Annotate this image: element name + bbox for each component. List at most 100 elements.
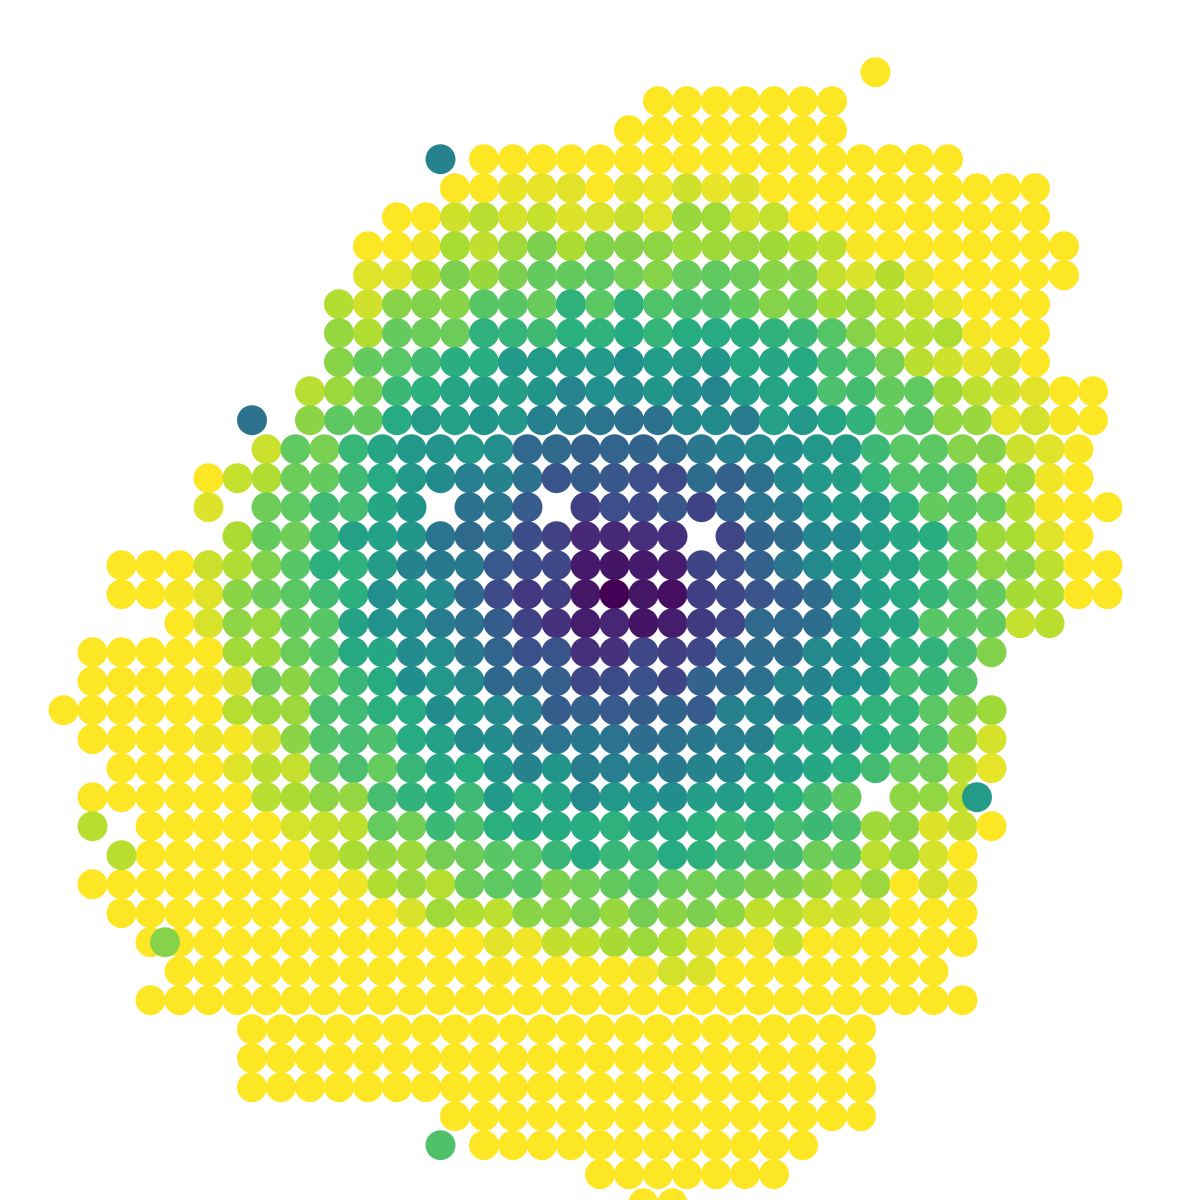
scatter-point — [527, 231, 557, 262]
scatter-point — [570, 579, 601, 610]
scatter-point — [309, 753, 340, 784]
scatter-point — [585, 231, 615, 262]
scatter-point — [831, 492, 862, 523]
scatter-point — [947, 869, 978, 900]
scatter-point — [280, 666, 311, 697]
scatter-point — [454, 637, 485, 668]
scatter-point — [715, 492, 746, 523]
scatter-point — [715, 782, 746, 813]
scatter-point — [1005, 608, 1036, 639]
scatter-point — [744, 898, 775, 929]
scatter-point — [309, 724, 340, 755]
scatter-point — [788, 1130, 818, 1161]
scatter-point — [338, 898, 369, 929]
scatter-point — [469, 289, 499, 320]
scatter-point — [773, 782, 804, 813]
scatter-point — [48, 695, 79, 726]
scatter-point — [353, 1072, 383, 1103]
scatter-point — [831, 898, 862, 929]
scatter-point — [1034, 608, 1065, 639]
scatter-point — [382, 376, 412, 407]
scatter-point — [672, 1159, 702, 1190]
scatter-point — [875, 231, 905, 262]
scatter-point — [367, 434, 398, 465]
scatter-point — [817, 86, 847, 117]
scatter-point — [541, 811, 572, 842]
scatter-point — [527, 1043, 557, 1074]
scatter-point — [672, 1130, 702, 1161]
scatter-point — [425, 1130, 456, 1161]
scatter-point — [251, 724, 282, 755]
scatter-point — [831, 927, 862, 958]
scatter-point — [643, 376, 673, 407]
scatter-point — [440, 289, 470, 320]
scatter-point — [904, 289, 934, 320]
scatter-point — [918, 927, 949, 958]
scatter-point — [1063, 492, 1094, 523]
scatter-point — [875, 405, 905, 436]
scatter-point — [628, 608, 659, 639]
scatter-point — [875, 144, 905, 175]
scatter-point — [483, 666, 514, 697]
scatter-point — [193, 985, 224, 1016]
scatter-point — [512, 956, 543, 987]
scatter-point — [106, 753, 137, 784]
scatter-point — [846, 1043, 876, 1074]
scatter-point — [469, 202, 499, 233]
scatter-point — [469, 376, 499, 407]
scatter-point — [773, 492, 804, 523]
scatter-point — [367, 869, 398, 900]
scatter-point — [77, 724, 108, 755]
scatter-point — [556, 318, 586, 349]
scatter-point — [222, 898, 253, 929]
scatter-point — [411, 260, 441, 291]
scatter-point — [164, 579, 195, 610]
scatter-point — [411, 289, 441, 320]
scatter-point — [77, 666, 108, 697]
scatter-point — [773, 550, 804, 581]
scatter-point — [193, 927, 224, 958]
scatter-point — [657, 463, 688, 494]
scatter-point — [962, 173, 992, 204]
scatter-point — [715, 434, 746, 465]
scatter-point — [309, 463, 340, 494]
scatter-point — [512, 985, 543, 1016]
scatter-point — [817, 318, 847, 349]
scatter-point — [251, 579, 282, 610]
scatter-point — [889, 782, 920, 813]
scatter-point — [353, 289, 383, 320]
scatter-point — [570, 608, 601, 639]
scatter-point — [802, 724, 833, 755]
scatter-point — [831, 434, 862, 465]
scatter-point — [628, 956, 659, 987]
scatter-point — [512, 637, 543, 668]
scatter-point — [947, 695, 978, 726]
scatter-point — [193, 869, 224, 900]
scatter-point — [527, 1014, 557, 1045]
scatter-point — [918, 637, 949, 668]
scatter-point — [744, 579, 775, 610]
scatter-point — [904, 376, 934, 407]
scatter-point — [715, 550, 746, 581]
scatter-point — [498, 289, 528, 320]
scatter-point — [773, 579, 804, 610]
scatter-point — [367, 550, 398, 581]
scatter-point — [382, 260, 412, 291]
scatter-point — [744, 463, 775, 494]
scatter-point — [367, 579, 398, 610]
scatter-point — [701, 202, 731, 233]
scatter-point — [454, 840, 485, 871]
scatter-point — [599, 521, 630, 552]
scatter-point — [701, 1159, 731, 1190]
scatter-point — [498, 347, 528, 378]
scatter-point — [991, 376, 1021, 407]
scatter-point — [918, 956, 949, 987]
scatter-point — [570, 666, 601, 697]
scatter-point — [309, 434, 340, 465]
scatter-point — [614, 144, 644, 175]
scatter-point — [802, 811, 833, 842]
scatter-point — [77, 811, 108, 842]
scatter-point — [991, 318, 1021, 349]
scatter-point — [599, 840, 630, 871]
scatter-point — [947, 579, 978, 610]
